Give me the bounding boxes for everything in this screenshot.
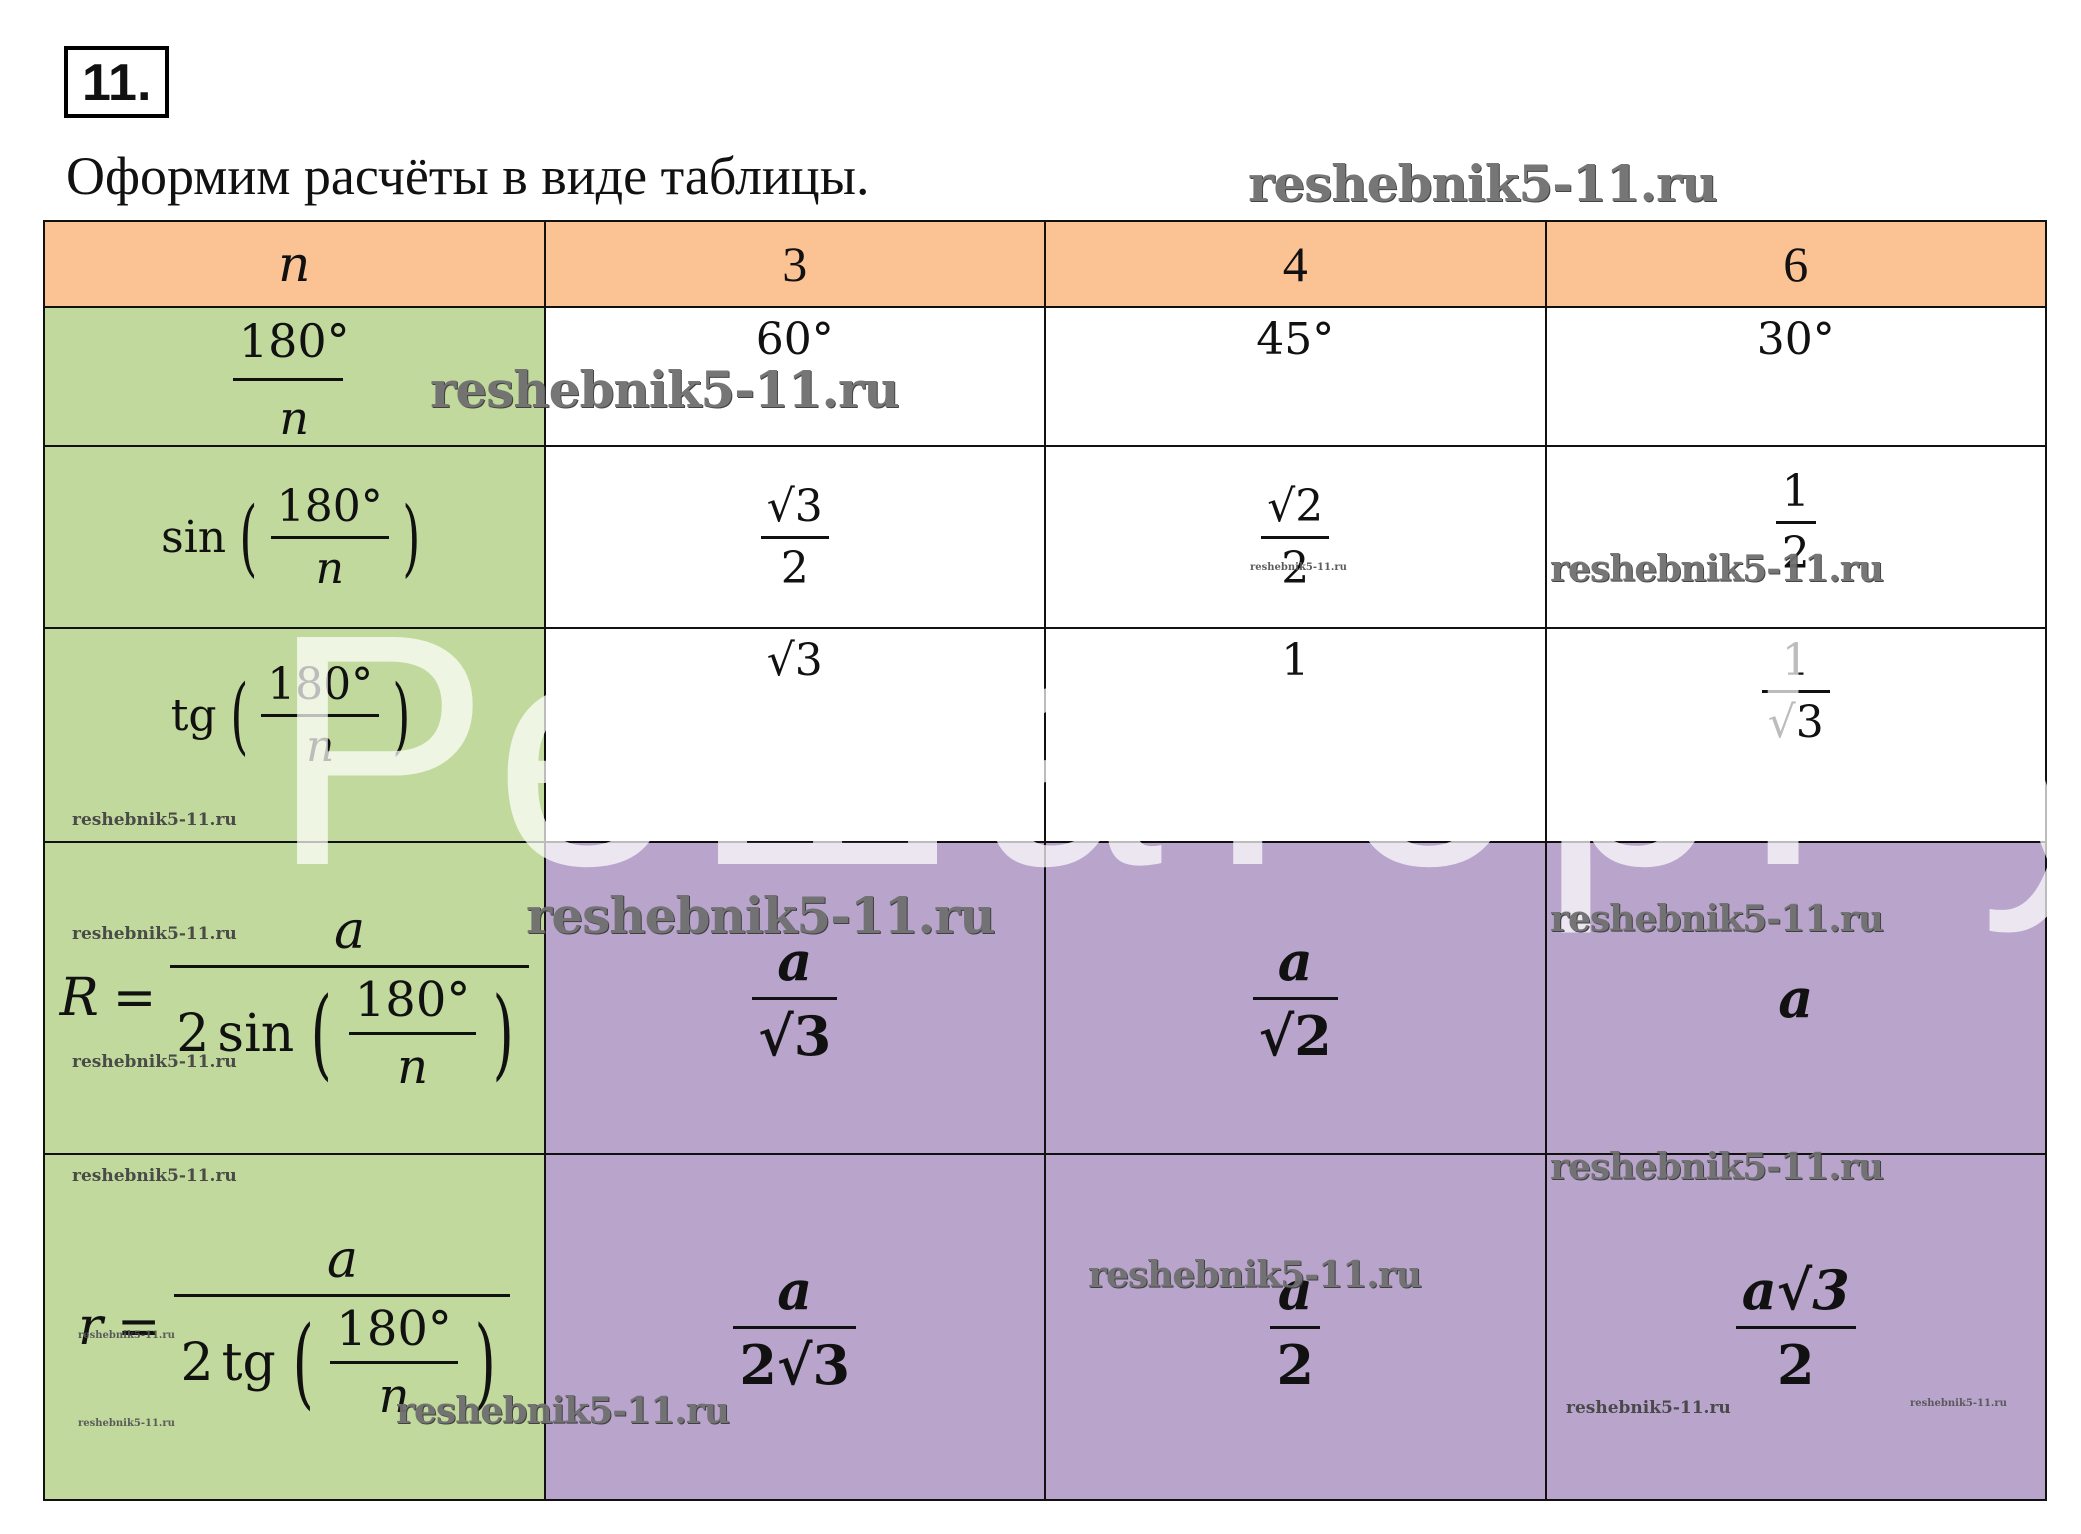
site-watermark: reshebnik5-11.ru [1566, 1398, 1731, 1418]
site-watermark: reshebnik5-11.ru [526, 886, 996, 945]
site-watermark: reshebnik5-11.ru [1550, 548, 1884, 590]
site-watermark: reshebnik5-11.ru [72, 1166, 237, 1186]
calculation-table: n 3 4 6 180° n 60° 45° 30° sin ( 180° n ) … [43, 220, 2047, 1501]
cell-angle-4: 45° [1044, 306, 1547, 447]
site-watermark: reshebnik5-11.ru [78, 1418, 175, 1429]
cell-R-6: a [1544, 841, 2047, 1155]
cell-angle-6: 30° [1544, 306, 2047, 447]
cell-R-4: a √2 [1044, 841, 1547, 1155]
header-cell-n: n [43, 220, 546, 308]
site-watermark: reshebnik5-11.ru [72, 924, 237, 944]
cell-tg-6: 1 √3 [1544, 627, 2047, 843]
site-watermark: reshebnik5-11.ru [72, 1052, 237, 1072]
site-watermark: reshebnik5-11.ru [396, 1390, 730, 1432]
site-watermark: reshebnik5-11.ru [1248, 154, 1718, 213]
table-row-angle: 180° n 60° 45° 30° [43, 306, 2047, 447]
cell-R-3: a √3 [543, 841, 1046, 1155]
table-header-row: n 3 4 6 [43, 220, 2047, 308]
site-watermark: reshebnik5-11.ru [78, 1330, 175, 1341]
site-watermark: reshebnik5-11.ru [1910, 1398, 2007, 1409]
site-watermark: reshebnik5-11.ru [72, 810, 237, 830]
table-row-R: R = a 2 sin ( 180° n ) a √3 a √2 [43, 841, 2047, 1155]
row-label-r: r = a 2 tg ( 180° n ) [43, 1153, 546, 1501]
site-watermark: reshebnik5-11.ru [1550, 898, 1884, 940]
cell-tg-4: 1 [1044, 627, 1547, 843]
task-number: 11. [64, 46, 170, 118]
table-row-tg: tg ( 180° n ) √3 1 1 √3 [43, 627, 2047, 843]
cell-angle-3: 60° [543, 306, 1046, 447]
site-watermark: reshebnik5-11.ru [1250, 562, 1347, 573]
site-watermark: reshebnik5-11.ru [430, 360, 900, 419]
cell-r-3: a 2√3 [543, 1153, 1046, 1501]
header-cell-3: 3 [543, 220, 1046, 308]
intro-text: Оформим расчёты в виде таблицы. [66, 146, 870, 206]
cell-sin-3: √3 2 [543, 445, 1046, 629]
row-label-angle: 180° n [43, 306, 546, 447]
site-watermark: reshebnik5-11.ru [1088, 1254, 1422, 1296]
header-cell-6: 6 [1544, 220, 2047, 308]
header-cell-4: 4 [1044, 220, 1547, 308]
row-label-tg: tg ( 180° n ) [43, 627, 546, 843]
row-label-R: R = a 2 sin ( 180° n ) [43, 841, 546, 1155]
cell-sin-4: √2 2 [1044, 445, 1547, 629]
cell-r-6: a√3 2 [1544, 1153, 2047, 1501]
cell-tg-3: √3 [543, 627, 1046, 843]
site-watermark: reshebnik5-11.ru [1550, 1146, 1884, 1188]
row-label-sin: sin ( 180° n ) [43, 445, 546, 629]
